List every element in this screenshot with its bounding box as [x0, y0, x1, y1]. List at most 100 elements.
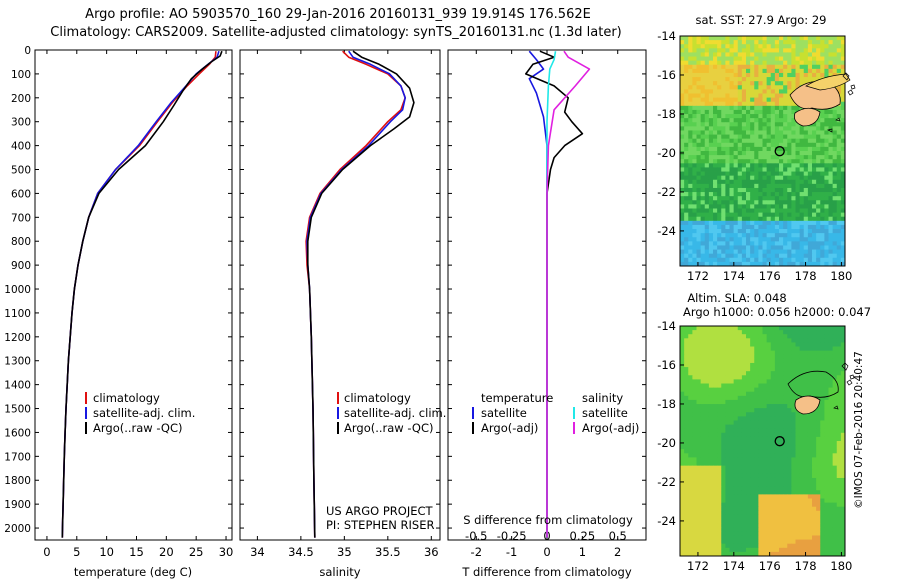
map-cell	[717, 126, 722, 131]
map-cell	[704, 523, 710, 528]
map-cell	[820, 510, 825, 516]
map-cell	[680, 212, 685, 218]
map-cell	[799, 56, 805, 62]
map-cell	[840, 89, 846, 94]
map-cell	[725, 101, 730, 107]
map-cell	[774, 453, 780, 458]
map-cell	[713, 89, 718, 94]
map-cell	[692, 229, 697, 234]
map-cell	[828, 122, 834, 127]
map-cell	[799, 36, 805, 41]
map-cell	[746, 97, 751, 103]
map-cell	[737, 200, 743, 205]
map-cell	[836, 338, 842, 343]
map-cell	[783, 449, 788, 454]
map-cell	[717, 101, 722, 107]
map-cell	[812, 183, 817, 189]
map-cell	[791, 122, 796, 127]
map-cell	[795, 40, 801, 45]
map-cell	[783, 64, 788, 70]
map-cell	[725, 68, 730, 74]
map-cell	[754, 77, 759, 82]
map-cell	[696, 535, 702, 540]
map-cell	[766, 97, 772, 103]
map-cell	[766, 183, 772, 189]
map-cell	[762, 371, 768, 376]
map-cell	[840, 383, 846, 389]
map-cell	[779, 391, 784, 397]
map-cell	[799, 547, 805, 553]
map-cell	[708, 477, 714, 483]
map-cell	[807, 245, 813, 250]
x-tick-label: 5	[73, 545, 80, 559]
map-cell	[828, 253, 834, 259]
map-cell	[737, 404, 743, 409]
map-cell	[787, 224, 792, 230]
map-cell	[820, 514, 825, 520]
map-cell	[812, 196, 817, 201]
map-cell	[770, 453, 776, 458]
map-cell	[770, 514, 776, 520]
map-cell	[824, 261, 829, 267]
map-cell	[758, 44, 763, 49]
map-cell	[820, 494, 825, 499]
map-cell	[733, 342, 739, 347]
map-cell	[754, 387, 759, 393]
map-cell	[704, 114, 710, 119]
map-cell	[721, 395, 726, 401]
map-cell	[762, 134, 768, 140]
map-cell	[824, 453, 829, 458]
map-cell	[700, 527, 706, 532]
map-cell	[696, 514, 702, 520]
map-cell	[737, 155, 743, 160]
map-cell	[779, 371, 784, 376]
map-cell	[791, 469, 796, 475]
map-cell	[746, 498, 751, 504]
map-cell	[733, 387, 739, 393]
map-cell	[799, 183, 805, 189]
map-cell	[692, 469, 697, 475]
map-cell	[754, 469, 759, 475]
map-cell	[774, 514, 780, 520]
map-cell	[729, 350, 735, 356]
map-cell	[791, 543, 796, 549]
map-cell	[717, 387, 722, 393]
map-cell	[750, 477, 755, 483]
map-cell	[746, 514, 751, 520]
sst-map-coastline	[789, 72, 856, 133]
map-cell	[774, 261, 780, 267]
map-cell	[795, 436, 801, 442]
map-cell	[783, 155, 788, 160]
map-cell	[696, 412, 702, 417]
map-cell	[795, 387, 801, 393]
map-cell	[840, 245, 846, 250]
map-cell	[828, 179, 834, 185]
map-cell	[799, 44, 805, 49]
map-cell	[746, 224, 751, 230]
map-cell	[704, 432, 710, 438]
map-cell	[807, 171, 813, 177]
map-cell	[729, 40, 735, 45]
map-cell	[754, 482, 759, 487]
map-cell	[729, 354, 735, 360]
map-cell	[708, 408, 714, 413]
map-cell	[828, 138, 834, 144]
map-cell	[737, 408, 743, 413]
map-cell	[717, 432, 722, 438]
map-cell	[696, 531, 702, 536]
map-cell	[795, 420, 801, 425]
map-cell	[779, 342, 784, 347]
map-cell	[840, 408, 846, 413]
map-cell	[721, 44, 726, 49]
map-cell	[828, 163, 834, 168]
map-cell	[762, 358, 768, 364]
map-cell	[783, 371, 788, 376]
map-cell	[704, 109, 710, 115]
map-cell	[832, 350, 838, 356]
map-cell	[725, 151, 730, 156]
map-cell	[774, 482, 780, 487]
map-cell	[836, 494, 842, 499]
map-cell	[832, 204, 838, 209]
map-cell	[737, 535, 743, 540]
map-cell	[684, 346, 689, 352]
